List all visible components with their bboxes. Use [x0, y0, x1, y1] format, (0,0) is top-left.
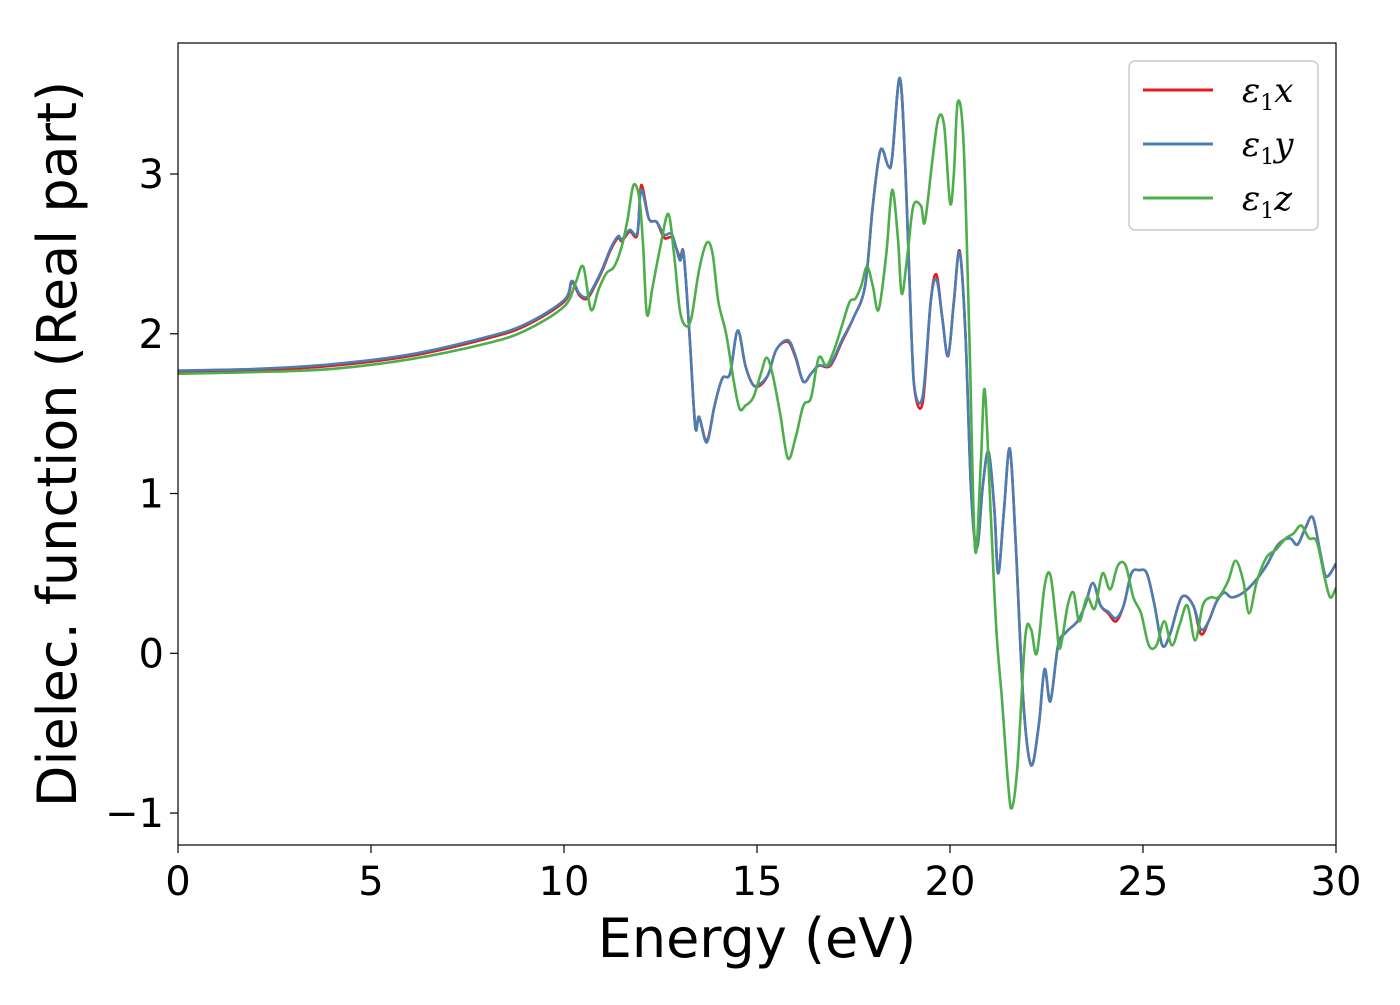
series-layer [178, 76, 1336, 810]
x-tick-label: 25 [1118, 859, 1169, 905]
x-tick-label: 30 [1311, 859, 1362, 905]
y-axis: −1 0 1 2 3 [105, 152, 178, 837]
x-tick-label: 5 [358, 859, 383, 905]
legend-box [1128, 60, 1319, 231]
legend-label-y: ε1y [1242, 125, 1294, 170]
x-tick-label: 20 [925, 859, 976, 905]
y-tick-label: 0 [139, 631, 164, 677]
x-axis: 0 5 10 15 20 25 30 [165, 845, 1361, 905]
legend-label-x: ε1x [1242, 71, 1293, 116]
x-axis-label: Energy (eV) [598, 907, 917, 970]
series-line-z [178, 99, 1336, 810]
legend-label-z: ε1z [1242, 179, 1293, 224]
legend: ε1x ε1y ε1z [1128, 60, 1319, 231]
y-tick-label: 1 [139, 472, 164, 518]
x-tick-label: 0 [165, 859, 190, 905]
series-line-y [178, 76, 1336, 767]
x-tick-label: 15 [732, 859, 783, 905]
y-tick-label: −1 [105, 791, 164, 837]
y-axis-label: Dielec. function (Real part) [26, 81, 89, 807]
y-tick-label: 3 [139, 152, 164, 198]
y-tick-label: 2 [139, 312, 164, 358]
x-tick-label: 10 [539, 859, 590, 905]
